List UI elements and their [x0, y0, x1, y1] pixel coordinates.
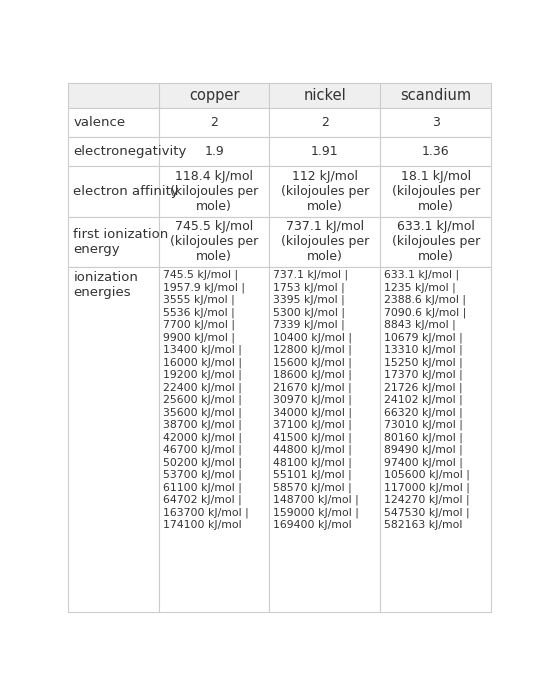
- Bar: [269, 217, 380, 267]
- Bar: [159, 267, 269, 612]
- Bar: [380, 217, 491, 267]
- Text: 2: 2: [210, 116, 218, 129]
- Text: nickel: nickel: [304, 88, 346, 103]
- Text: 1.36: 1.36: [422, 145, 449, 158]
- Text: 18.1 kJ/mol
(kilojoules per
mole): 18.1 kJ/mol (kilojoules per mole): [391, 170, 480, 213]
- Text: 112 kJ/mol
(kilojoules per
mole): 112 kJ/mol (kilojoules per mole): [281, 170, 369, 213]
- Text: scandium: scandium: [400, 88, 471, 103]
- Text: electronegativity: electronegativity: [73, 145, 187, 158]
- Bar: [269, 108, 380, 137]
- Bar: [269, 83, 380, 108]
- Bar: [68, 166, 159, 217]
- Text: 118.4 kJ/mol
(kilojoules per
mole): 118.4 kJ/mol (kilojoules per mole): [170, 170, 258, 213]
- Bar: [380, 108, 491, 137]
- Bar: [380, 137, 491, 166]
- Text: 3: 3: [432, 116, 440, 129]
- Bar: [159, 166, 269, 217]
- Bar: [159, 83, 269, 108]
- Text: 737.1 kJ/mol |
1753 kJ/mol |
3395 kJ/mol |
5300 kJ/mol |
7339 kJ/mol |
10400 kJ/: 737.1 kJ/mol | 1753 kJ/mol | 3395 kJ/mol…: [274, 270, 359, 530]
- Bar: [269, 267, 380, 612]
- Text: ionization
energies: ionization energies: [73, 271, 138, 299]
- Bar: [380, 166, 491, 217]
- Text: electron affinity: electron affinity: [73, 185, 179, 198]
- Text: 633.1 kJ/mol
(kilojoules per
mole): 633.1 kJ/mol (kilojoules per mole): [391, 220, 480, 264]
- Bar: [68, 83, 159, 108]
- Text: valence: valence: [73, 116, 126, 129]
- Bar: [68, 108, 159, 137]
- Text: 1.91: 1.91: [311, 145, 339, 158]
- Text: 633.1 kJ/mol |
1235 kJ/mol |
2388.6 kJ/mol |
7090.6 kJ/mol |
8843 kJ/mol |
10679: 633.1 kJ/mol | 1235 kJ/mol | 2388.6 kJ/m…: [384, 270, 470, 530]
- Bar: [159, 108, 269, 137]
- Bar: [68, 267, 159, 612]
- Bar: [269, 137, 380, 166]
- Text: 745.5 kJ/mol
(kilojoules per
mole): 745.5 kJ/mol (kilojoules per mole): [170, 220, 258, 264]
- Bar: [380, 83, 491, 108]
- Bar: [380, 267, 491, 612]
- Text: 1.9: 1.9: [204, 145, 224, 158]
- Bar: [68, 137, 159, 166]
- Text: first ionization
energy: first ionization energy: [73, 228, 169, 256]
- Text: copper: copper: [189, 88, 240, 103]
- Bar: [269, 166, 380, 217]
- Text: 2: 2: [321, 116, 329, 129]
- Text: 737.1 kJ/mol
(kilojoules per
mole): 737.1 kJ/mol (kilojoules per mole): [281, 220, 369, 264]
- Text: 745.5 kJ/mol |
1957.9 kJ/mol |
3555 kJ/mol |
5536 kJ/mol |
7700 kJ/mol |
9900 kJ: 745.5 kJ/mol | 1957.9 kJ/mol | 3555 kJ/m…: [163, 270, 249, 530]
- Bar: [68, 217, 159, 267]
- Bar: [159, 217, 269, 267]
- Bar: [159, 137, 269, 166]
